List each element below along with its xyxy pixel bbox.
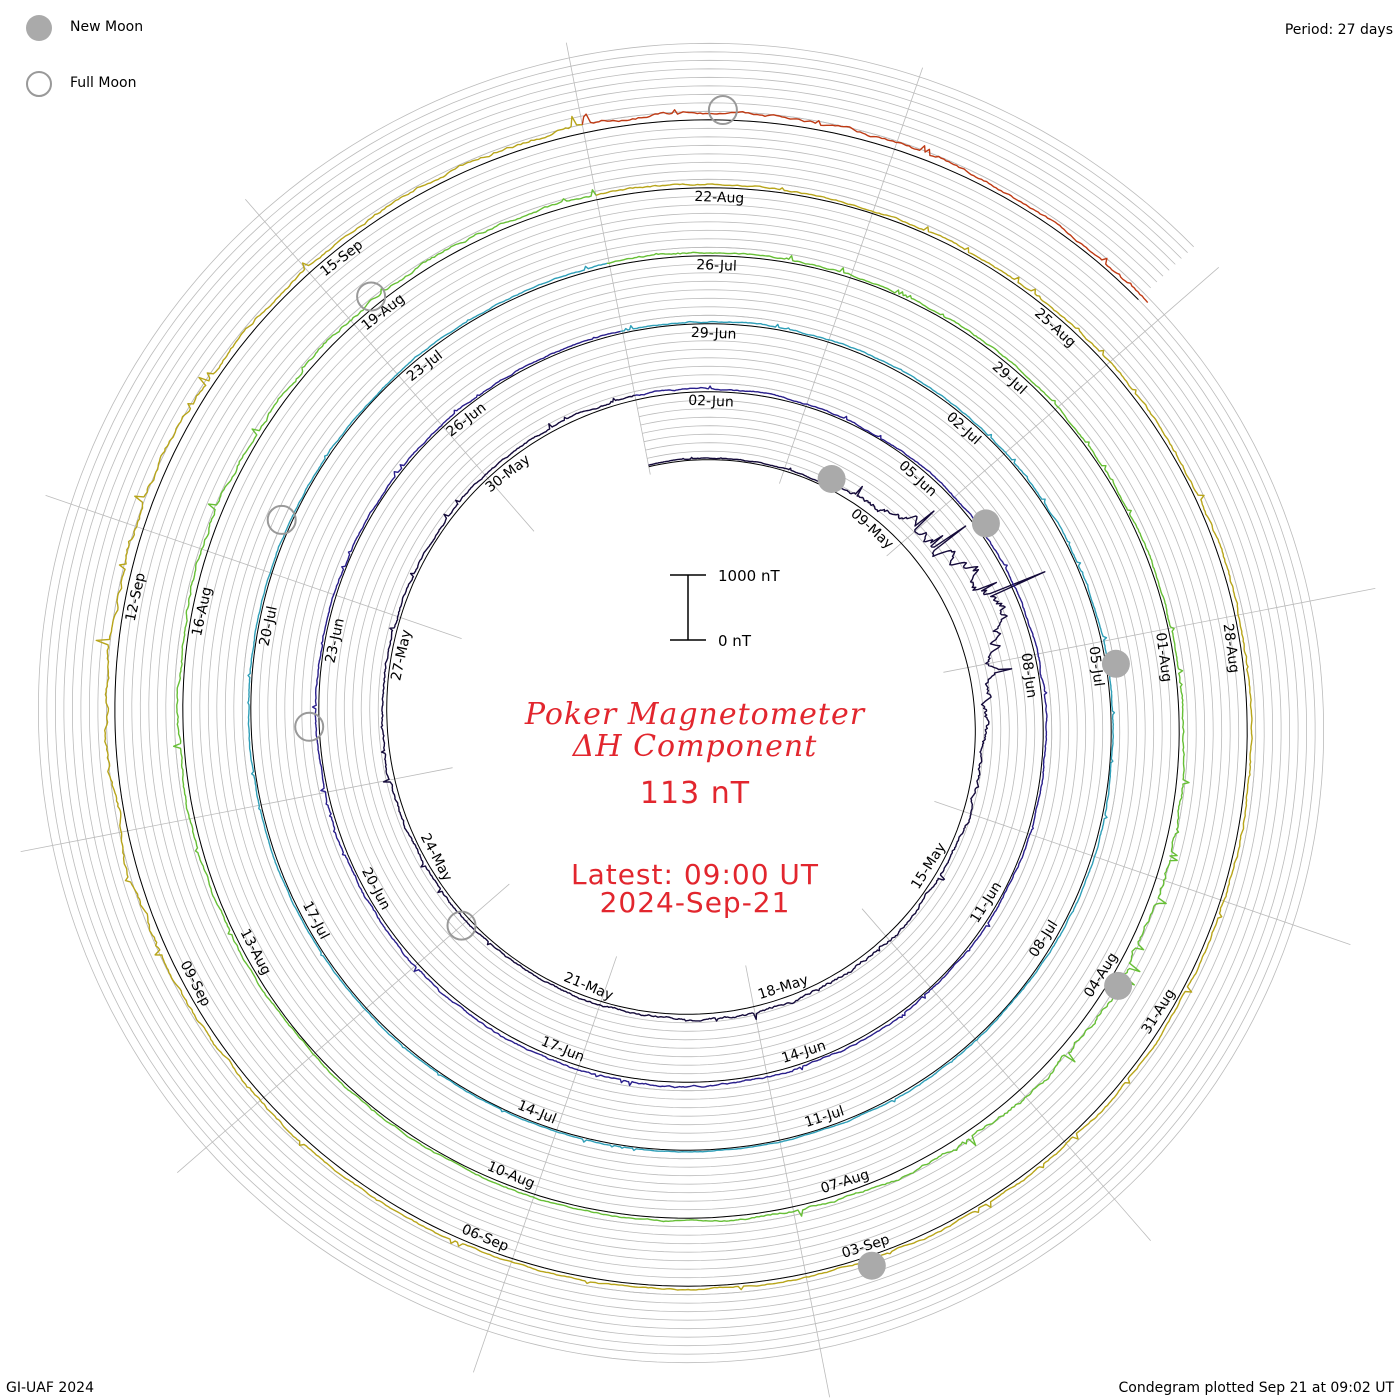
- date-tick-label: 13-Aug: [237, 926, 274, 978]
- footer-plot-time: Condegram plotted Sep 21 at 09:02 UT: [1118, 1380, 1394, 1396]
- full-moon-marker: [446, 910, 477, 941]
- date-tick-label: 02-Jun: [688, 393, 734, 411]
- date-tick-label: 28-Aug: [1220, 623, 1243, 675]
- new-moon-marker: [971, 509, 1000, 538]
- current-value: 113 nT: [639, 776, 751, 811]
- latest-time: Latest: 09:00 UT: [570, 858, 820, 891]
- legend-full-moon-label: Full Moon: [70, 75, 137, 91]
- date-tick-label: 19-Aug: [359, 291, 408, 334]
- grid-spoke: [861, 908, 1151, 1242]
- date-tick-label: 12-Sep: [123, 571, 149, 623]
- grid-spoke: [45, 494, 462, 639]
- grid-spoke: [934, 801, 1351, 946]
- date-tick-label: 22-Aug: [694, 189, 745, 207]
- grid-line: [63, 68, 1299, 1338]
- date-tick-label: 08-Jun: [1018, 652, 1040, 699]
- grid-spoke: [886, 267, 1220, 557]
- date-tick-label: 01-Aug: [1152, 632, 1175, 684]
- chart-title-line2: ΔH Component: [572, 729, 818, 764]
- date-tick-label: 29-Jun: [691, 325, 737, 343]
- date-tick-label: 17-Jun: [539, 1034, 587, 1066]
- date-tick-label: 26-Jul: [696, 257, 737, 275]
- footer-credit: GI-UAF 2024: [6, 1380, 94, 1396]
- new-moon-icon: [26, 15, 52, 41]
- magnetometer-trace: [95, 109, 1253, 1291]
- moon-markers: [266, 95, 1133, 1280]
- grid-line: [55, 59, 1307, 1347]
- grid-spoke: [472, 956, 617, 1373]
- date-tick-label: 16-Aug: [189, 586, 215, 638]
- series-line: [172, 189, 1190, 1223]
- date-tick-label: 15-Sep: [317, 237, 366, 280]
- full-moon-marker: [707, 95, 738, 125]
- date-tick-label: 31-Aug: [1139, 986, 1179, 1037]
- series-line: [311, 330, 1048, 1089]
- full-moon-marker: [266, 504, 297, 535]
- grid-spoke: [245, 198, 535, 532]
- date-tick-label: 05-Jul: [1085, 645, 1106, 687]
- grid-spoke: [20, 767, 453, 853]
- full-moon-marker: [294, 711, 325, 742]
- grid-spoke: [176, 883, 510, 1173]
- new-moon-marker: [857, 1251, 886, 1280]
- date-tick-label: 10-Aug: [485, 1159, 537, 1193]
- date-tick-label: 25-Aug: [1031, 305, 1079, 350]
- date-tick-label: 06-Sep: [459, 1222, 511, 1256]
- grid-line: [72, 76, 1290, 1330]
- series-line: [247, 262, 1116, 1153]
- grid-line: [80, 85, 1282, 1321]
- date-tick-label: 20-Jun: [358, 865, 393, 913]
- grid-lines: [20, 42, 1376, 1398]
- new-moon-marker: [1104, 971, 1133, 1000]
- series-line: [380, 394, 1046, 1022]
- scale-bar: 1000 nT 0 nT: [670, 567, 780, 650]
- scale-bottom-label: 0 nT: [718, 632, 752, 650]
- grid-line: [97, 102, 1265, 1304]
- date-tick-label: 09-Sep: [177, 958, 214, 1009]
- chart-title-line1: Poker Magnetometer: [524, 697, 866, 732]
- new-moon-marker: [1101, 649, 1130, 678]
- full-moon-icon: [26, 71, 52, 97]
- baseline-spiral: [114, 119, 1248, 1287]
- date-tick-label: 27-May: [388, 628, 415, 682]
- grid-line: [89, 93, 1273, 1313]
- new-moon-marker: [817, 465, 846, 493]
- full-moon-marker: [356, 281, 387, 312]
- date-tick-label: 30-May: [483, 452, 534, 496]
- scale-top-label: 1000 nT: [718, 567, 780, 585]
- series-line: [95, 115, 1253, 1291]
- grid-spoke: [745, 965, 831, 1398]
- period-label: Period: 27 days: [1284, 22, 1393, 38]
- date-tick-label: 11-Jul: [803, 1103, 846, 1131]
- legend-new-moon-label: New Moon: [70, 19, 144, 35]
- series-line: [581, 109, 1149, 304]
- grid-line: [38, 42, 1324, 1364]
- latest-date: 2024-Sep-21: [599, 886, 791, 919]
- grid-spoke: [943, 587, 1376, 673]
- grid-spoke: [565, 42, 651, 475]
